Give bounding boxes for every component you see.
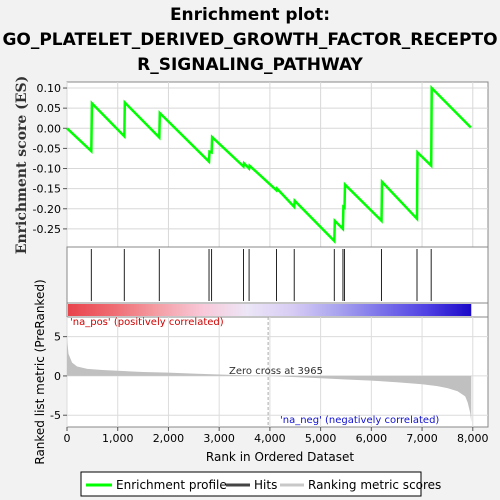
legend-hits-label: Hits — [254, 478, 277, 492]
legend-metric-label: Ranking metric scores — [308, 478, 441, 492]
title-line-2: GO_PLATELET_DERIVED_GROWTH_FACTOR_RECEPT… — [2, 30, 497, 50]
metric-y-axis-label: Ranked list metric (PreRanked) — [33, 279, 47, 464]
hits-panel — [66, 246, 489, 304]
legend — [80, 471, 422, 497]
neg-corr-label: 'na_neg' (negatively correlated) — [280, 415, 439, 426]
es-y-tick-label: -0.15 — [33, 183, 61, 196]
title-line-3: R_SIGNALING_PATHWAY — [137, 55, 363, 75]
es-y-tick-label: 0.10 — [37, 82, 62, 95]
metric-x-ticks: 0 1,000 2,000 3,000 4,000 5,000 6,000 7,000 8,00… — [64, 427, 489, 445]
x-tick-label: 1,000 — [102, 432, 134, 445]
es-y-tick-label: -0.20 — [33, 203, 61, 216]
es-y-tick-label: -0.10 — [33, 163, 61, 176]
es-y-tick-label: 0.00 — [37, 122, 62, 135]
metric-y-tick-label: 0 — [54, 370, 61, 383]
es-y-tick-label: 0.05 — [37, 102, 62, 115]
x-tick-label: 5,000 — [305, 432, 337, 445]
es-y-ticks: 0.10 0.05 0.00 -0.05 -0.10 -0.15 -0.20 -0.25 — [33, 82, 67, 236]
zero-cross-label: Zero cross at 3965 — [229, 366, 323, 377]
x-tick-label: 8,000 — [457, 432, 489, 445]
x-tick-label: 2,000 — [153, 432, 185, 445]
metric-y-ticks: 5 0 -5 — [50, 331, 67, 422]
rank-colorbar — [68, 304, 472, 316]
x-tick-label: 3,000 — [203, 432, 235, 445]
metric-y-tick-label: 5 — [54, 331, 61, 344]
es-y-axis-label: Enrichment score (ES) — [14, 76, 30, 254]
es-y-tick-label: -0.05 — [33, 142, 61, 155]
rank-colorbar-fill — [68, 304, 472, 316]
legend-enrichment-label: Enrichment profile — [116, 478, 227, 492]
es-y-tick-label: -0.25 — [33, 223, 61, 236]
enrichment-profile-line — [66, 84, 472, 244]
metric-y-tick-label: -5 — [50, 409, 61, 422]
x-tick-label: 4,000 — [254, 432, 286, 445]
hit-markers — [90, 249, 432, 301]
x-axis-label: Rank in Ordered Dataset — [206, 450, 354, 464]
x-tick-label: 6,000 — [356, 432, 388, 445]
pos-corr-label: 'na_pos' (positively correlated) — [70, 317, 224, 328]
x-tick-label: 7,000 — [406, 432, 438, 445]
title-line-1: Enrichment plot: — [170, 5, 330, 25]
x-tick-label: 0 — [64, 432, 71, 445]
ranking-metric-area — [67, 338, 472, 423]
